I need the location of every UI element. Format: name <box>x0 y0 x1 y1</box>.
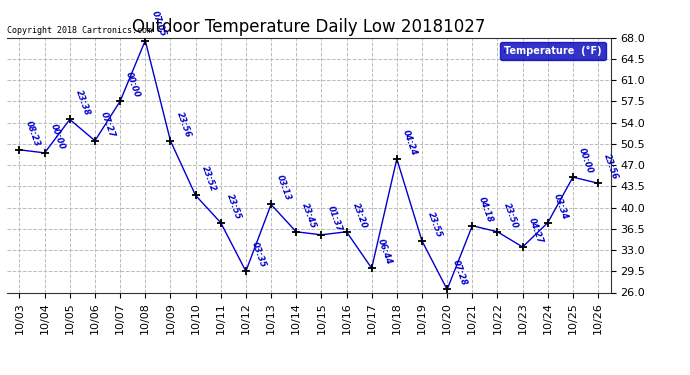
Text: 23:55: 23:55 <box>426 210 444 239</box>
Text: 03:34: 03:34 <box>552 192 569 220</box>
Text: Copyright 2018 Cartronics.com: Copyright 2018 Cartronics.com <box>7 26 152 35</box>
Title: Outdoor Temperature Daily Low 20181027: Outdoor Temperature Daily Low 20181027 <box>132 18 486 36</box>
Text: 04:27: 04:27 <box>526 216 544 245</box>
Text: 23:50: 23:50 <box>502 201 520 229</box>
Text: 23:38: 23:38 <box>74 89 92 117</box>
Text: 04:18: 04:18 <box>477 195 494 223</box>
Text: 00:00: 00:00 <box>577 147 595 175</box>
Text: 06:44: 06:44 <box>376 238 393 266</box>
Text: 07:27: 07:27 <box>99 110 117 138</box>
Text: 07:05: 07:05 <box>150 10 167 38</box>
Text: 00:00: 00:00 <box>124 71 142 99</box>
Text: 07:28: 07:28 <box>451 259 469 287</box>
Text: 23:56: 23:56 <box>602 153 620 181</box>
Text: 23:20: 23:20 <box>351 201 368 229</box>
Text: 23:55: 23:55 <box>225 192 243 220</box>
Text: 08:23: 08:23 <box>23 119 41 148</box>
Text: 03:13: 03:13 <box>275 174 293 202</box>
Text: 23:56: 23:56 <box>175 110 193 138</box>
Text: 04:24: 04:24 <box>401 128 419 157</box>
Text: 23:45: 23:45 <box>300 201 318 229</box>
Text: 00:00: 00:00 <box>49 122 66 151</box>
Text: 23:52: 23:52 <box>199 165 217 193</box>
Text: 03:35: 03:35 <box>250 241 268 269</box>
Legend: Temperature  (°F): Temperature (°F) <box>500 42 606 60</box>
Text: 01:37: 01:37 <box>326 204 343 232</box>
